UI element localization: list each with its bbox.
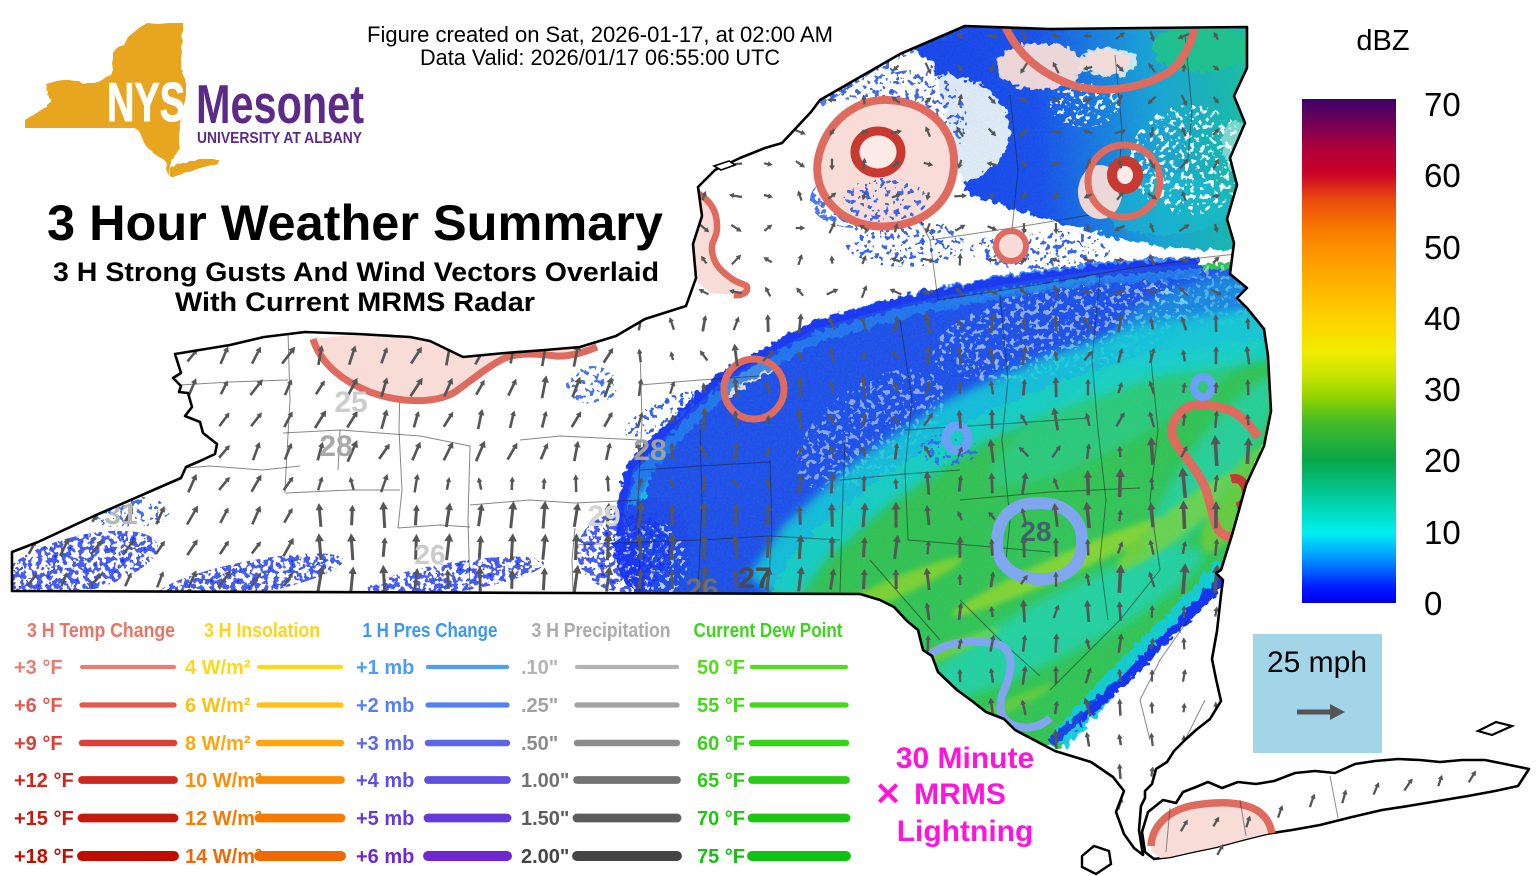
svg-text:.50": .50" <box>521 733 558 755</box>
svg-text:25: 25 <box>334 386 367 419</box>
svg-text:55 °F: 55 °F <box>697 695 745 717</box>
svg-text:+3 °F: +3 °F <box>14 657 63 679</box>
svg-text:50: 50 <box>1424 229 1461 266</box>
svg-text:20: 20 <box>1424 442 1461 479</box>
svg-text:12 W/m²: 12 W/m² <box>185 808 262 830</box>
svg-text:+15 °F: +15 °F <box>14 808 74 830</box>
svg-text:+4 mb: +4 mb <box>356 770 414 792</box>
svg-text:3 H Strong Gusts And Wind Vect: 3 H Strong Gusts And Wind Vectors Overla… <box>53 257 659 287</box>
svg-text:70: 70 <box>1424 86 1461 123</box>
svg-text:8 W/m²: 8 W/m² <box>185 733 251 755</box>
svg-text:29: 29 <box>587 500 620 533</box>
svg-text:75 °F: 75 °F <box>697 846 745 868</box>
svg-text:28: 28 <box>1020 516 1051 547</box>
svg-text:25 mph: 25 mph <box>1267 646 1367 679</box>
svg-text:Current Dew Point: Current Dew Point <box>694 620 843 642</box>
svg-text:28: 28 <box>633 434 666 467</box>
svg-text:With Current MRMS Radar: With Current MRMS Radar <box>175 287 536 317</box>
svg-text:Mesonet: Mesonet <box>196 73 364 135</box>
svg-text:40: 40 <box>1424 300 1461 337</box>
svg-text:27: 27 <box>738 562 771 595</box>
svg-text:.25": .25" <box>521 695 558 717</box>
svg-text:+12 °F: +12 °F <box>14 770 74 792</box>
svg-text:30: 30 <box>1424 371 1461 408</box>
svg-text:10: 10 <box>1424 514 1461 551</box>
svg-text:+18 °F: +18 °F <box>14 846 74 868</box>
svg-text:+9 °F: +9 °F <box>14 733 63 755</box>
svg-text:0: 0 <box>1424 585 1442 622</box>
svg-text:.10": .10" <box>521 657 558 679</box>
svg-text:2.00": 2.00" <box>521 846 569 868</box>
svg-text:14 W/m²: 14 W/m² <box>185 846 262 868</box>
svg-text:NYS: NYS <box>107 71 185 133</box>
svg-text:6 W/m²: 6 W/m² <box>185 695 251 717</box>
svg-text:1 H Pres Change: 1 H Pres Change <box>363 620 498 642</box>
svg-text:60: 60 <box>1424 157 1461 194</box>
svg-text:+6 mb: +6 mb <box>356 846 414 868</box>
svg-text:dBZ: dBZ <box>1356 25 1409 57</box>
svg-text:30 Minute: 30 Minute <box>896 742 1034 775</box>
svg-text:3 Hour Weather Summary: 3 Hour Weather Summary <box>47 195 663 251</box>
svg-text:Lightning: Lightning <box>897 815 1034 848</box>
svg-text:+1 mb: +1 mb <box>356 657 414 679</box>
svg-text:+2 mb: +2 mb <box>356 695 414 717</box>
svg-text:3 H Insolation: 3 H Insolation <box>204 620 320 642</box>
svg-text:28: 28 <box>319 430 352 463</box>
svg-text:Figure created on Sat, 2026-01: Figure created on Sat, 2026-01-17, at 02… <box>367 22 833 47</box>
svg-text:+6 °F: +6 °F <box>14 695 63 717</box>
svg-text:1.00": 1.00" <box>521 770 569 792</box>
svg-text:26: 26 <box>414 539 445 570</box>
svg-text:MRMS: MRMS <box>914 778 1006 811</box>
svg-text:4 W/m²: 4 W/m² <box>185 657 251 679</box>
svg-text:+5 mb: +5 mb <box>356 808 414 830</box>
svg-text:65 °F: 65 °F <box>697 770 745 792</box>
svg-text:UNIVERSITY AT ALBANY: UNIVERSITY AT ALBANY <box>197 130 362 147</box>
svg-text:60 °F: 60 °F <box>697 733 745 755</box>
svg-text:3 H Temp Change: 3 H Temp Change <box>27 620 175 642</box>
svg-text:10 W/m²: 10 W/m² <box>185 770 262 792</box>
svg-text:50 °F: 50 °F <box>697 657 745 679</box>
svg-text:Data Valid: 2026/01/17 06:55:0: Data Valid: 2026/01/17 06:55:00 UTC <box>420 45 780 70</box>
svg-text:3 H Precipitation: 3 H Precipitation <box>532 620 671 642</box>
svg-text:+3 mb: +3 mb <box>356 733 414 755</box>
svg-text:✕: ✕ <box>875 776 902 812</box>
svg-text:1.50": 1.50" <box>521 808 569 830</box>
svg-text:70 °F: 70 °F <box>697 808 745 830</box>
